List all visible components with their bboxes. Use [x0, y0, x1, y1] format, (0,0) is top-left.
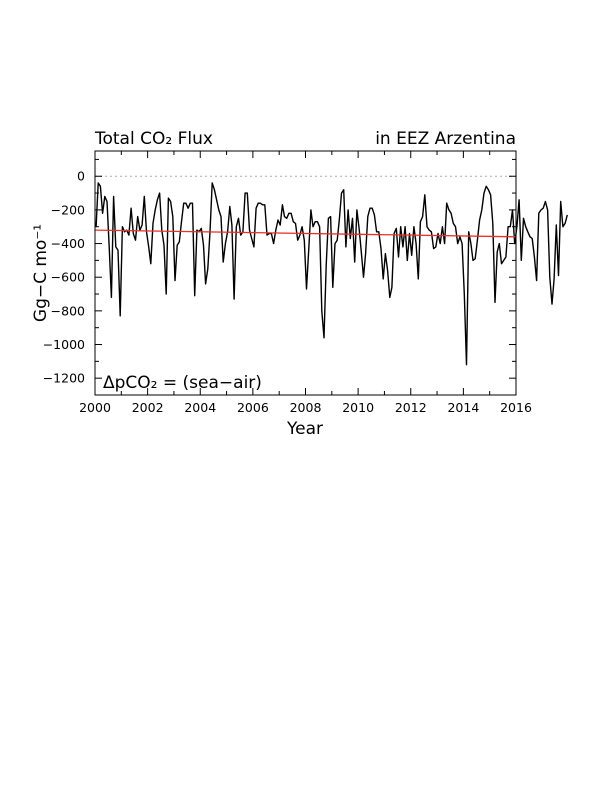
x-tick-label: 2000 [79, 400, 111, 415]
x-tick-label: 2010 [342, 400, 374, 415]
y-tick-label: −1200 [43, 371, 85, 386]
y-tick-label: −400 [51, 236, 85, 251]
x-axis-ticks: 2000 2002 2004 2006 2008 2010 2012 2014 2016 [79, 151, 532, 415]
x-tick-label: 2012 [395, 400, 427, 415]
chart-title-left: Total CO₂ Flux [94, 129, 213, 149]
y-axis-title: Gg−C mo⁻¹ [31, 224, 51, 322]
y-axis-ticks: 0 −200 −400 −600 −800 −1000 −1200 [43, 158, 516, 396]
x-tick-label: 2014 [447, 400, 479, 415]
x-tick-label: 2002 [132, 400, 164, 415]
plot-series [94, 182, 568, 366]
delta-pco2-annotation: ΔpCO₂ = (sea−air) [103, 373, 262, 393]
co2-flux-series-line [95, 182, 568, 366]
chart-title-right: in EEZ Arzentina [375, 129, 516, 149]
y-tick-label: −200 [51, 202, 85, 217]
x-axis-title: Year [286, 419, 323, 439]
y-tick-label: 0 [77, 169, 85, 184]
x-tick-label: 2016 [500, 400, 532, 415]
trend-line [94, 229, 517, 238]
y-tick-label: −600 [51, 270, 85, 285]
y-tick-label: −800 [51, 303, 85, 318]
y-tick-label: −1000 [43, 337, 85, 352]
x-tick-label: 2006 [237, 400, 269, 415]
x-tick-label: 2008 [290, 400, 322, 415]
x-tick-label: 2004 [184, 400, 216, 415]
